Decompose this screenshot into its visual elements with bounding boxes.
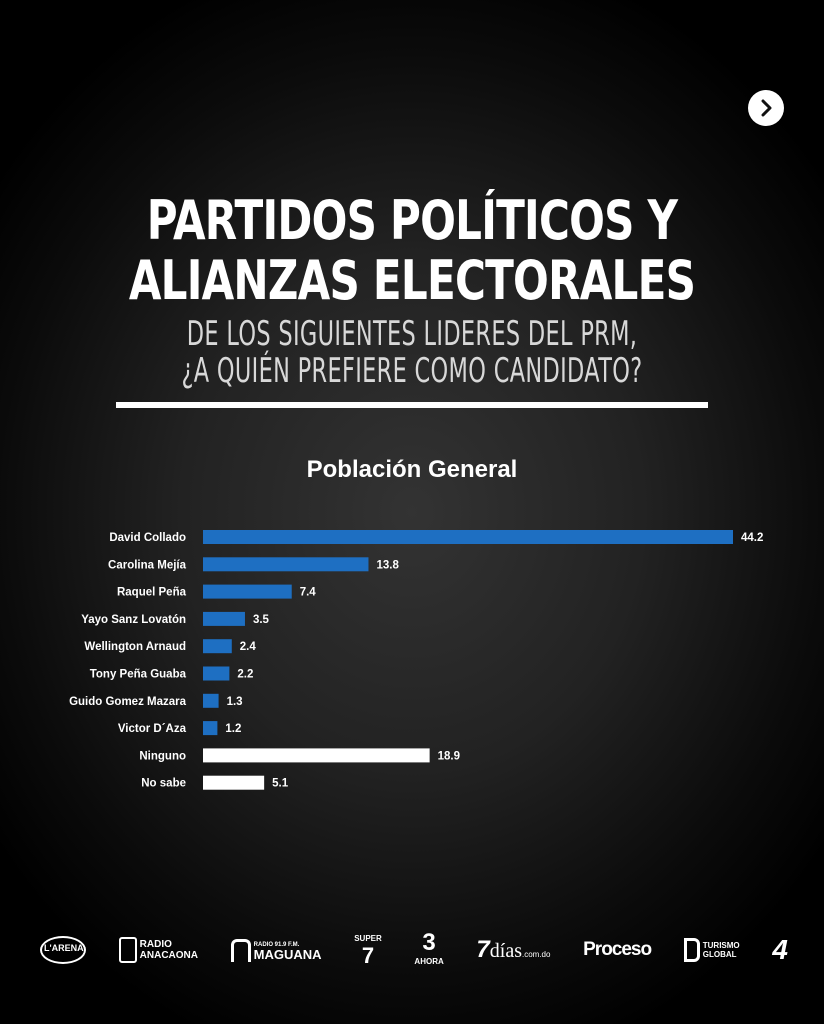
super7-line2: 7: [361, 943, 375, 968]
turismo-global-line1: TURISMO: [702, 941, 740, 950]
siete-dias-num: 7: [476, 936, 490, 963]
siete-dias-domain: .com.do: [522, 950, 551, 959]
value-label: 3.5: [253, 614, 270, 626]
turismo-global-line2: GLOBAL: [702, 950, 737, 959]
category-label: Victor D´Aza: [118, 723, 187, 735]
bar: [203, 530, 733, 544]
chevron-right-icon: [761, 99, 772, 117]
category-label: No sabe: [141, 778, 186, 790]
divider-rule: [116, 402, 708, 408]
category-label: Yayo Sanz Lovatón: [81, 614, 186, 626]
siete-dias-logo: 7 días .com.do: [476, 936, 550, 964]
bar: [203, 666, 230, 681]
value-label: 2.2: [237, 669, 253, 681]
radio-maguana-line2: MAGUANA: [253, 947, 322, 962]
bar-chart: David Collado 44.2 Carolina Mejía 13.8 Raque…: [69, 530, 763, 790]
headline-line-2: ALIANZAS ELECTORALES: [128, 249, 696, 312]
value-label: 13.8: [376, 559, 399, 571]
next-button[interactable]: [748, 90, 784, 126]
bar: [203, 584, 292, 599]
tg-mark-icon: [683, 938, 700, 962]
category-label: Tony Peña Guaba: [90, 669, 187, 681]
bar: [203, 721, 218, 736]
turismo-global-logo: TURISMO GLOBAL: [683, 938, 740, 962]
question-line-1: DE LOS SIGUIENTES LIDERES DEL PRM,: [186, 314, 638, 354]
radio-icon: [118, 937, 137, 963]
siete-dias-word: días: [489, 940, 522, 962]
bar: [203, 557, 369, 572]
category-label: Wellington Arnaud: [84, 641, 186, 653]
proceso-text: Proceso: [583, 939, 652, 960]
category-label: Raquel Peña: [117, 587, 187, 599]
category-label: David Collado: [109, 532, 186, 544]
radio-anacaona-logo: RADIO ANACAONA: [118, 937, 198, 963]
larena-logo: L'ARENA: [38, 932, 86, 968]
sponsor-logos: L'ARENA RADIO ANACAONA RADIO 91.9 F.M. M…: [38, 928, 788, 972]
radio-anacaona-line2: ANACAONA: [139, 950, 198, 961]
value-label: 5.1: [272, 778, 289, 790]
value-label: 2.4: [240, 641, 257, 653]
value-label: 18.9: [438, 750, 460, 762]
canal-4-text: 4: [772, 934, 788, 965]
headline-line-1: PARTIDOS POLÍTICOS Y: [146, 189, 678, 252]
value-label: 7.4: [300, 587, 317, 599]
value-label: 44.2: [741, 532, 763, 544]
category-label: Ninguno: [139, 750, 186, 762]
category-label: Carolina Mejía: [108, 559, 187, 571]
radio-anacaona-line1: RADIO: [139, 939, 172, 950]
radio-maguana-logo: RADIO 91.9 F.M. MAGUANA: [230, 938, 322, 962]
bar: [203, 775, 265, 790]
bar: [203, 693, 219, 708]
proceso-logo: Proceso: [583, 939, 652, 961]
value-label: 1.2: [225, 723, 241, 735]
canal-4-logo: 4: [772, 934, 788, 966]
larena-logo-text: L'ARENA: [44, 943, 84, 953]
chart-title: Población General: [306, 456, 518, 483]
bar: [203, 639, 232, 654]
arch-icon: [230, 938, 251, 962]
radio-maguana-line1: RADIO 91.9 F.M.: [253, 942, 300, 948]
ahora-logo: 3 AHORA: [414, 931, 443, 969]
bar: [203, 748, 430, 763]
ahora-line2: AHORA: [414, 957, 444, 966]
bar: [203, 611, 245, 626]
super7-logo: SUPER 7: [354, 933, 382, 967]
category-label: Guido Gomez Mazara: [69, 696, 187, 708]
value-label: 1.3: [227, 696, 243, 708]
question-line-2: ¿A QUIÉN PREFIERE COMO CANDIDATO?: [181, 351, 643, 391]
super7-line1: SUPER: [354, 934, 382, 943]
ahora-line1: 3: [422, 929, 436, 956]
